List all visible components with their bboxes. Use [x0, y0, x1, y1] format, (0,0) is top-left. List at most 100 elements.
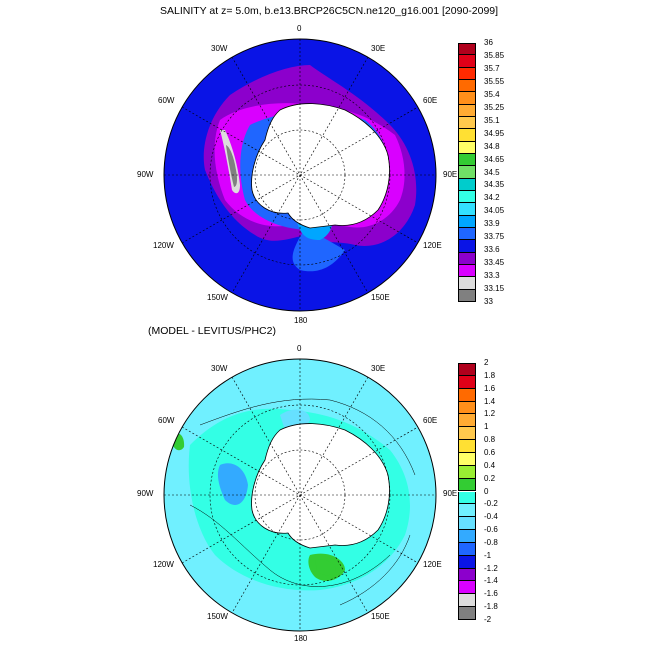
colorbar-swatch [458, 504, 476, 518]
colorbar-swatch [458, 465, 476, 479]
colorbar-swatch [458, 517, 476, 531]
colorbar-label: 35.4 [484, 89, 500, 99]
colorbar-label: 0.6 [484, 447, 496, 457]
colorbar-swatch [458, 530, 476, 543]
bottom-map-title: (MODEL - LEVITUS/PHC2) [148, 325, 276, 337]
colorbar-label: 34.65 [484, 154, 505, 164]
colorbar-swatch [458, 568, 476, 582]
colorbar-swatch [458, 240, 476, 253]
colorbar-swatch [458, 375, 476, 389]
colorbar-label: -1.8 [484, 602, 498, 612]
colorbar-swatch [458, 191, 476, 204]
top-map-title: SALINITY at z= 5.0m, b.e13.BRCP26C5CN.ne… [160, 5, 499, 17]
lon-label-30w: 30W [211, 364, 228, 373]
lon-label-90e: 90E [443, 170, 458, 179]
colorbar-swatch [458, 427, 476, 441]
colorbar-label: -1 [484, 550, 492, 560]
colorbar-swatch [458, 67, 476, 80]
colorbar-label: 1.6 [484, 383, 496, 393]
lon-label-150w: 150W [207, 612, 228, 621]
colorbar-label: 1.4 [484, 396, 496, 406]
colorbar-label: 33.6 [484, 245, 500, 255]
colorbar-swatch [458, 607, 476, 620]
colorbar-label: 0.8 [484, 435, 496, 445]
salinity-polar-map [163, 38, 437, 312]
colorbar-label: -1.2 [484, 563, 498, 573]
lon-label-90w: 90W [137, 170, 154, 179]
colorbar-label: 0.2 [484, 473, 496, 483]
lon-label-30e: 30E [371, 364, 386, 373]
colorbar-label: 33.3 [484, 271, 500, 281]
salinity-difference-polar-map [163, 358, 437, 632]
colorbar-label: 35.55 [484, 76, 505, 86]
colorbar-label: 1.8 [484, 370, 496, 380]
colorbar-label: 1.2 [484, 409, 496, 419]
colorbar-label: 34.95 [484, 128, 505, 138]
colorbar-swatch [458, 43, 476, 56]
colorbar-label: 33.45 [484, 258, 505, 268]
colorbar-swatch [458, 581, 476, 595]
colorbar-swatch [458, 594, 476, 608]
colorbar-label: 34.35 [484, 180, 505, 190]
colorbar-label: 2 [484, 358, 489, 367]
colorbar-label: -0.8 [484, 537, 498, 547]
colorbar-label: 35.7 [484, 63, 500, 73]
colorbar-label: 34.2 [484, 193, 500, 203]
lon-label-120w: 120W [153, 241, 174, 250]
lon-label-90e: 90E [443, 489, 458, 498]
lon-label-60e: 60E [423, 416, 438, 425]
lon-label-30e: 30E [371, 44, 386, 53]
colorbar-swatch [458, 414, 476, 428]
salinity-colorbar [458, 43, 476, 302]
colorbar-swatch [458, 478, 476, 492]
lon-label-0: 0 [297, 24, 302, 33]
lon-label-0: 0 [297, 344, 302, 353]
colorbar-label: -0.2 [484, 499, 498, 509]
colorbar-swatch [458, 388, 476, 402]
colorbar-label: 34.05 [484, 206, 505, 216]
colorbar-label: 34.8 [484, 141, 500, 151]
colorbar-label: 1 [484, 422, 489, 432]
antarctica-landmass [251, 103, 390, 229]
colorbar-swatch [458, 440, 476, 453]
colorbar-label: 0 [484, 486, 489, 496]
colorbar-swatch [458, 289, 476, 302]
colorbar-swatch [458, 104, 476, 117]
fresh-water-patch-inner [226, 145, 238, 187]
colorbar-label: 35.85 [484, 50, 505, 60]
colorbar-label: 33 [484, 297, 493, 306]
lon-label-180: 180 [294, 316, 308, 325]
lon-label-150w: 150W [207, 293, 228, 302]
colorbar-label: 36 [484, 38, 493, 47]
colorbar-swatch [458, 80, 476, 93]
colorbar-swatch [458, 363, 476, 376]
colorbar-label: 33.15 [484, 284, 505, 294]
colorbar-label: 35.1 [484, 115, 500, 125]
colorbar-swatch [458, 452, 476, 466]
colorbar-swatch [458, 154, 476, 167]
colorbar-swatch [458, 203, 476, 216]
lon-label-30w: 30W [211, 44, 228, 53]
colorbar-label: -2 [484, 615, 492, 624]
lon-label-150e: 150E [371, 293, 390, 302]
colorbar-swatch [458, 228, 476, 241]
lon-label-60w: 60W [158, 416, 175, 425]
negative-difference-region-west [217, 463, 248, 505]
lon-label-60e: 60E [423, 96, 438, 105]
lon-label-60w: 60W [158, 96, 175, 105]
difference-colorbar [458, 363, 476, 620]
colorbar-swatch [458, 555, 476, 569]
colorbar-swatch [458, 401, 476, 415]
colorbar-label: 33.9 [484, 219, 500, 229]
colorbar-swatch [458, 542, 476, 556]
colorbar-label: 0.4 [484, 460, 496, 470]
lon-label-150e: 150E [371, 612, 390, 621]
colorbar-swatch [458, 141, 476, 154]
colorbar-swatch [458, 178, 476, 191]
colorbar-swatch [458, 55, 476, 68]
colorbar-label: -0.4 [484, 512, 498, 522]
colorbar-label: -1.6 [484, 589, 498, 599]
colorbar-swatch [458, 129, 476, 142]
colorbar-swatch [458, 92, 476, 105]
colorbar-swatch [458, 277, 476, 290]
